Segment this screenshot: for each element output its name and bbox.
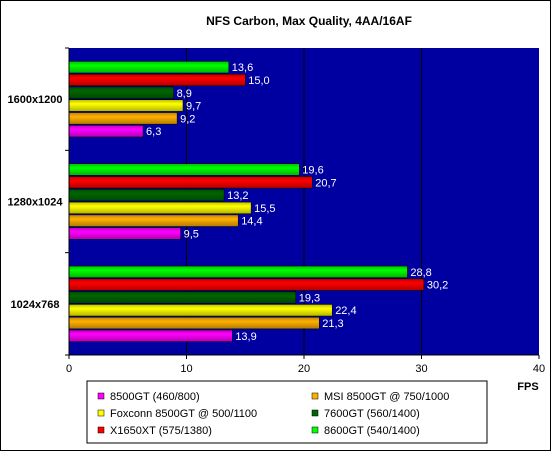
bar xyxy=(68,329,233,342)
bar xyxy=(68,112,178,125)
legend-label: 8500GT (460/800) xyxy=(110,391,200,403)
data-label: 30,2 xyxy=(427,280,448,292)
axes xyxy=(65,47,540,359)
legend-label: Foxconn 8500GT @ 500/1100 xyxy=(110,408,257,420)
bar xyxy=(68,214,239,227)
data-label: 14,4 xyxy=(241,216,262,228)
category-label: 1600x1200 xyxy=(7,94,62,106)
tick-labels: 0 10 20 30 40 xyxy=(66,363,545,375)
legend-label: 8600GT (540/1400) xyxy=(324,425,420,437)
bar xyxy=(68,265,408,278)
data-label: 15,0 xyxy=(248,75,269,87)
x-tick-label: 0 xyxy=(66,363,72,375)
bar xyxy=(68,291,297,304)
legend-swatch xyxy=(311,409,319,417)
data-label: 28,8 xyxy=(410,267,431,279)
x-tick-label: 40 xyxy=(533,363,545,375)
bar xyxy=(68,176,313,189)
bar xyxy=(68,201,252,214)
bar xyxy=(68,278,425,291)
legend-box xyxy=(86,380,488,444)
category-labels: 1600x1200 1280x1024 1024x768 xyxy=(7,94,63,311)
data-label: 21,3 xyxy=(322,318,343,330)
bar xyxy=(68,189,225,202)
legend-swatch xyxy=(97,392,105,400)
legend-label: MSI 8500GT @ 750/1000 xyxy=(324,391,449,403)
data-label: 6,3 xyxy=(146,126,161,138)
bar xyxy=(68,316,320,330)
data-label: 13,2 xyxy=(227,190,248,202)
data-label: 13,9 xyxy=(235,331,256,343)
category-label: 1280x1024 xyxy=(7,197,63,209)
bar xyxy=(68,125,144,138)
bar xyxy=(68,227,181,240)
x-tick-label: 10 xyxy=(180,363,192,375)
grid-lines xyxy=(186,48,422,355)
data-label: 22,4 xyxy=(335,305,356,317)
data-label: 15,5 xyxy=(254,203,275,215)
chart-title: NFS Carbon, Max Quality, 4AA/16AF xyxy=(206,14,412,28)
legend-label: 7600GT (560/1400) xyxy=(324,408,420,420)
legend: 8500GT (460/800) MSI 8500GT @ 750/1000 Fox… xyxy=(97,391,449,437)
data-label: 13,6 xyxy=(232,62,253,74)
bar xyxy=(68,163,300,176)
data-label: 9,2 xyxy=(180,113,195,125)
value-labels: 13,615,0 8,99,79,2 6,3 19,620,7 13,2 15,514,4… xyxy=(146,62,448,343)
data-label: 9,5 xyxy=(184,229,199,241)
bar xyxy=(68,61,230,74)
x-tick-label: 20 xyxy=(298,363,310,375)
legend-swatch xyxy=(97,426,105,434)
legend-label: X1650XT (575/1380) xyxy=(110,425,212,437)
x-tick-label: 30 xyxy=(415,363,427,375)
data-label: 19,3 xyxy=(299,292,320,304)
bar xyxy=(68,86,174,99)
x-axis-label: FPS xyxy=(517,381,538,393)
data-label: 19,6 xyxy=(302,165,323,177)
category-label: 1024x768 xyxy=(11,299,60,311)
data-label: 20,7 xyxy=(315,177,336,189)
data-label: 9,7 xyxy=(186,101,201,113)
legend-swatch xyxy=(311,426,319,434)
bar xyxy=(68,304,333,317)
bar xyxy=(68,73,246,87)
bars xyxy=(68,61,425,342)
legend-swatch xyxy=(311,392,319,400)
legend-swatch xyxy=(97,409,105,417)
data-label: 8,9 xyxy=(177,88,192,100)
bar xyxy=(68,99,184,112)
